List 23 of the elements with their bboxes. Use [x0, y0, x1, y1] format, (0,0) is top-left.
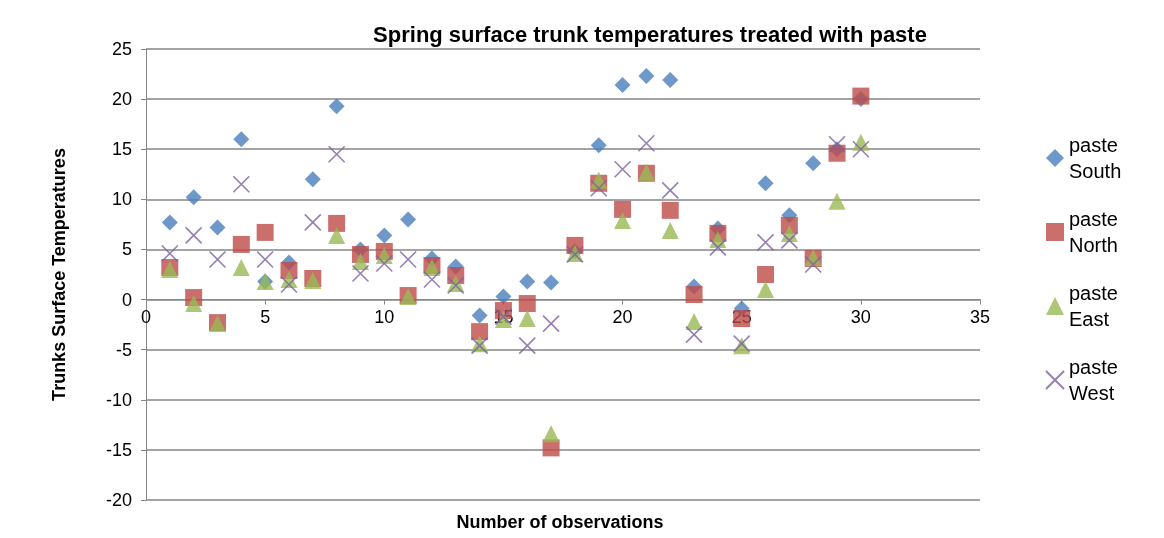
y-tick-label: 5 — [121, 239, 132, 260]
y-axis-title: Trunks Surface Temperatures — [49, 148, 69, 401]
y-tick-label: -20 — [105, 490, 132, 510]
y-tick-label: 15 — [111, 139, 132, 160]
legend-label: paste West — [1069, 356, 1124, 404]
chart-title: Spring surface trunk temperatures treated with paste — [373, 21, 927, 47]
y-tick-label: 10 — [111, 189, 132, 210]
legend-label: paste North — [1069, 208, 1124, 256]
y-tick-label: 20 — [111, 89, 132, 110]
x-tick-label: 30 — [850, 306, 871, 327]
x-tick-label: 5 — [260, 306, 271, 327]
y-tick-label: -10 — [105, 389, 132, 410]
legend-label: paste South — [1069, 134, 1124, 182]
y-tick-label: 25 — [111, 39, 132, 59]
x-tick-label: 0 — [140, 306, 152, 327]
legend-label: paste East — [1069, 282, 1124, 330]
y-tick-label: -15 — [105, 439, 132, 460]
x-tick-label: 35 — [969, 306, 991, 327]
x-tick-label: 20 — [612, 306, 633, 327]
x-tick-label: 10 — [374, 306, 395, 327]
y-tick-label: -5 — [115, 339, 132, 360]
x-axis-title: Number of observations — [456, 512, 664, 532]
y-tick-label: 0 — [121, 289, 132, 310]
